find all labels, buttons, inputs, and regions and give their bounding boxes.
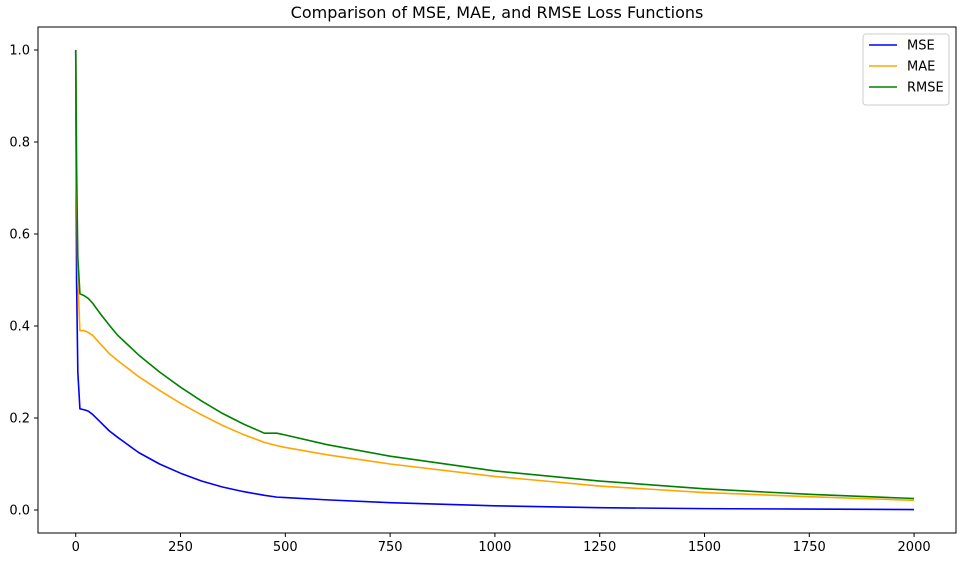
x-tick-label: 1000 bbox=[478, 540, 511, 555]
legend-label-mae: MAE bbox=[907, 60, 935, 75]
series-layer bbox=[74, 49, 915, 511]
series-line-rmse bbox=[74, 49, 915, 500]
x-tick-label: 1500 bbox=[688, 540, 721, 555]
x-tick-label: 0 bbox=[72, 540, 80, 555]
x-tick-label: 500 bbox=[273, 540, 298, 555]
x-axis: 0 250 500 750 1000 1250 1500 1750 2000 bbox=[72, 533, 931, 555]
legend-label-mse: MSE bbox=[907, 39, 935, 54]
x-tick-label: 1250 bbox=[583, 540, 616, 555]
plot-frame bbox=[37, 26, 957, 534]
x-tick-label: 250 bbox=[168, 540, 193, 555]
y-tick-label: 0.8 bbox=[9, 136, 30, 151]
series-line-mse bbox=[74, 49, 915, 511]
y-tick-label: 0.6 bbox=[9, 228, 30, 243]
x-tick-label: 750 bbox=[378, 540, 403, 555]
x-tick-label: 2000 bbox=[898, 540, 931, 555]
y-tick-label: 0.0 bbox=[9, 504, 30, 519]
chart-title: Comparison of MSE, MAE, and RMSE Loss Fu… bbox=[291, 3, 704, 22]
y-tick-label: 0.2 bbox=[9, 412, 30, 427]
x-tick-label: 1750 bbox=[793, 540, 826, 555]
legend-label-rmse: RMSE bbox=[907, 81, 944, 96]
y-tick-label: 1.0 bbox=[9, 44, 30, 59]
y-axis: 0.0 0.2 0.4 0.6 0.8 1.0 bbox=[9, 44, 38, 519]
legend: MSE MAE RMSE bbox=[862, 33, 950, 106]
series-line-mae bbox=[74, 49, 915, 502]
y-tick-label: 0.4 bbox=[9, 320, 30, 335]
